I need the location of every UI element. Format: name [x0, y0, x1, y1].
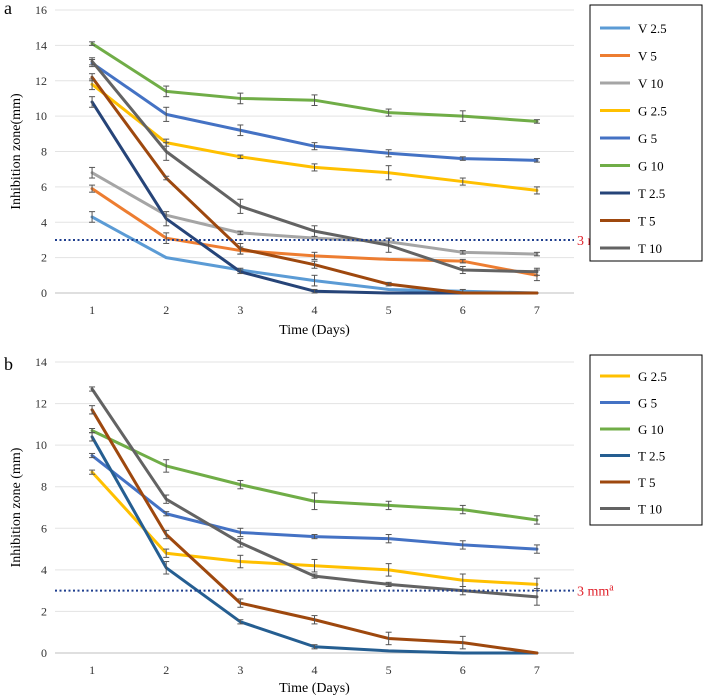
legend-label: G 2.5 — [638, 369, 667, 384]
x-tick-label: 7 — [534, 663, 540, 677]
series-V-10 — [89, 166, 540, 257]
y-tick-label: 0 — [41, 646, 47, 660]
y-tick-label: 2 — [41, 251, 47, 265]
legend-item: T 10 — [600, 241, 662, 256]
legend-label: V 10 — [638, 76, 663, 91]
series-T-2_5 — [89, 432, 539, 655]
legend-label: V 5 — [638, 49, 657, 64]
x-tick-label: 6 — [460, 663, 466, 677]
legend-label: G 10 — [638, 159, 664, 174]
y-tick-label: 14 — [35, 38, 47, 52]
series-G-10 — [89, 428, 540, 525]
y-tick-label: 4 — [41, 215, 47, 229]
legend-label: G 10 — [638, 422, 664, 437]
x-tick-label: 7 — [534, 303, 540, 317]
y-tick-label: 12 — [35, 74, 47, 88]
y-tick-label: 6 — [41, 521, 47, 535]
legend-item: G 2.5 — [600, 369, 667, 384]
y-tick-label: 2 — [41, 604, 47, 618]
x-tick-label: 2 — [163, 303, 169, 317]
legend-item: G 2.5 — [600, 104, 667, 119]
x-axis-label: Time (Days) — [279, 681, 350, 696]
legend-item: V 5 — [600, 49, 657, 64]
legend-item: V 10 — [600, 76, 663, 91]
x-tick-label: 4 — [312, 303, 318, 317]
legend-label: G 2.5 — [638, 104, 667, 119]
series-G-10 — [89, 41, 540, 124]
x-tick-label: 1 — [89, 663, 95, 677]
y-tick-label: 8 — [41, 145, 47, 159]
x-tick-label: 2 — [163, 663, 169, 677]
legend-label: G 5 — [638, 396, 657, 411]
legend-item: T 2.5 — [600, 186, 665, 201]
x-tick-label: 5 — [386, 663, 392, 677]
legend-item: G 10 — [600, 159, 664, 174]
series-G-5 — [89, 452, 540, 554]
panel-label: a — [4, 0, 12, 18]
y-tick-label: 10 — [35, 438, 47, 452]
legend-label: T 2.5 — [638, 186, 665, 201]
threshold-superscript: a — [609, 583, 614, 594]
x-tick-label: 5 — [386, 303, 392, 317]
series-T-5 — [89, 73, 539, 295]
y-tick-label: 0 — [41, 286, 47, 300]
legend-item: T 2.5 — [600, 449, 665, 464]
x-tick-label: 4 — [312, 663, 318, 677]
legend-label: V 2.5 — [638, 21, 667, 36]
y-tick-label: 10 — [35, 109, 47, 123]
y-axis-label: Inhibition zone(mm) — [9, 93, 24, 210]
y-tick-label: 16 — [35, 3, 47, 17]
legend: G 2.5 G 5 G 10 T 2.5 T 5 T 10 — [589, 354, 703, 526]
legend-item: V 2.5 — [600, 21, 667, 36]
legend-item: T 10 — [600, 502, 662, 517]
x-tick-label: 6 — [460, 303, 466, 317]
legend-item: G 10 — [600, 422, 664, 437]
series-G-5 — [89, 59, 540, 163]
y-tick-label: 6 — [41, 180, 47, 194]
y-tick-label: 14 — [35, 355, 47, 369]
legend-label: T 5 — [638, 475, 655, 490]
legend-item: T 5 — [600, 475, 655, 490]
legend-box — [589, 4, 703, 262]
legend: V 2.5 V 5 V 10 G 2.5 G 5 G 10 T 2.5 T 5 T 10 — [589, 4, 703, 262]
series-T-10 — [89, 57, 540, 276]
threshold-label: 3 mma — [577, 583, 614, 600]
legend-label: T 10 — [638, 502, 662, 517]
legend-label: T 5 — [638, 214, 655, 229]
legend-label: G 5 — [638, 131, 657, 146]
series-T-10 — [89, 386, 540, 606]
x-tick-label: 1 — [89, 303, 95, 317]
legend-item: T 5 — [600, 214, 655, 229]
x-axis-label: Time (Days) — [279, 323, 350, 338]
series-line — [90, 171, 539, 256]
legend-item: G 5 — [600, 396, 657, 411]
series-G-2_5 — [89, 469, 540, 592]
y-axis-label: Inhibition zone (mm) — [9, 447, 24, 567]
legend-box — [589, 354, 703, 526]
y-tick-label: 4 — [41, 563, 47, 577]
x-tick-label: 3 — [237, 303, 243, 317]
y-tick-label: 8 — [41, 480, 47, 494]
panel-label: b — [4, 354, 13, 374]
legend-label: T 10 — [638, 241, 662, 256]
y-tick-label: 12 — [35, 397, 47, 411]
x-tick-label: 3 — [237, 663, 243, 677]
legend-item: G 5 — [600, 131, 657, 146]
legend-label: T 2.5 — [638, 449, 665, 464]
series-T-5 — [89, 405, 539, 655]
